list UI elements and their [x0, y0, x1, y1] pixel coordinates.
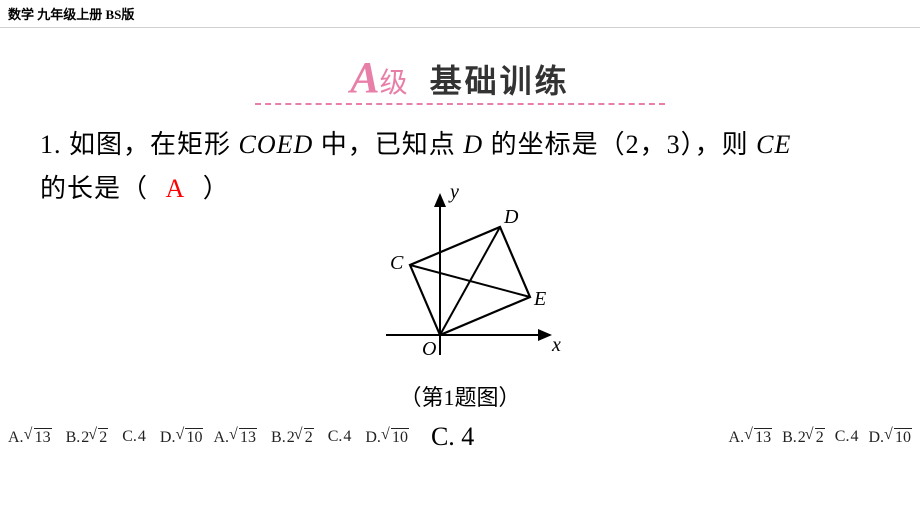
opt-group-3: A.13 B.22 C.4 D.10: [729, 428, 912, 447]
q-text5: ）: [203, 174, 230, 203]
q-text4: 的长是（: [40, 174, 148, 203]
content-area: 1. 如图，在矩形 COED 中，已知点 D 的坐标是（2，3），则 CE 的长…: [0, 109, 920, 412]
opt-C-2: C.4: [328, 428, 352, 446]
label-E: E: [533, 288, 546, 310]
label-y: y: [448, 183, 459, 203]
opt-A-2: A.13: [213, 428, 257, 447]
title-letter-a: A: [350, 52, 379, 103]
opt-D-1: D.10: [160, 428, 204, 447]
q-text1: 如图，在矩形: [69, 130, 231, 159]
title-training-text: 基础训练: [430, 56, 570, 102]
opt-D-3: D.10: [868, 428, 912, 447]
opt-B-3: B.22: [782, 428, 825, 447]
opt-A-1: A.13: [8, 428, 52, 447]
header-text: 数学 九年级上册 BS版: [8, 4, 134, 23]
opt-group-2: A.13 B.22 C.4 D.10: [213, 428, 408, 447]
figure-caption: （第1题图）: [40, 380, 880, 412]
q-pointD: D: [463, 130, 483, 159]
label-D: D: [503, 206, 519, 228]
opt-B-2: B.22: [271, 428, 314, 447]
options-row: A.13 B.22 C.4 D.10 A.13 B.22 C.4 D.10 C.…: [0, 412, 920, 452]
title-level: 级: [380, 68, 408, 99]
title-underline: [255, 103, 665, 105]
opt-group-1: A.13 B.22 C.4 D.10: [8, 428, 203, 447]
label-O: O: [422, 338, 436, 360]
title-section: A级 基础训练: [0, 52, 920, 105]
opt-D-2: D.10: [365, 428, 409, 447]
label-C: C: [390, 252, 404, 274]
opt-A-3: A.13: [729, 428, 773, 447]
opt-B-1: B.22: [66, 428, 109, 447]
question-line1: 1. 如图，在矩形 COED 中，已知点 D 的坐标是（2，3），则 CE: [40, 123, 880, 167]
q-text3: 的坐标是（2，3），则: [491, 130, 749, 159]
q-num: 1.: [40, 130, 62, 159]
label-x: x: [551, 334, 561, 356]
geometry-figure: y x C D E O: [340, 183, 580, 373]
header-bar: 数学 九年级上册 BS版: [0, 0, 920, 28]
opt-C-1: C.4: [122, 428, 146, 446]
q-shape: COED: [239, 130, 314, 159]
answer-letter: A: [166, 174, 186, 203]
q-segCE: CE: [756, 130, 791, 159]
highlighted-option: C. 4: [431, 422, 474, 452]
figure-container: y x C D E O （第1题图）: [40, 183, 880, 412]
q-text2: 中，已知点: [321, 130, 456, 159]
opt-C-3: C.4: [835, 428, 859, 446]
diagonal-ce: [410, 265, 530, 297]
